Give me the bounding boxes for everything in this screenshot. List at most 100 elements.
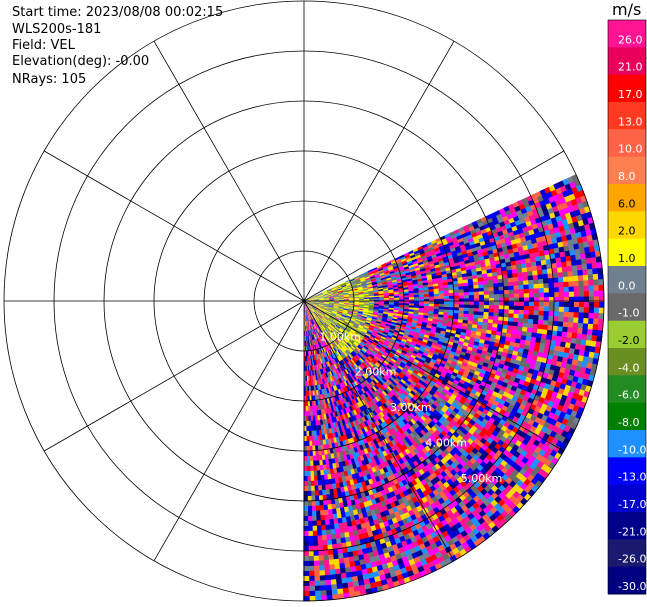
- gate-cell-473: [556, 220, 564, 228]
- gate-cell-850: [353, 291, 359, 294]
- gate-cell-478: [580, 213, 588, 221]
- gate-cell-304: [322, 292, 329, 295]
- gate-cell-1645: [428, 310, 434, 315]
- gate-cell-1491: [558, 306, 565, 313]
- gate-cell-678: [391, 279, 398, 283]
- gate-cell-1473: [468, 304, 475, 309]
- gate-cell-431: [356, 283, 362, 286]
- gate-cell-949: [546, 263, 553, 270]
- gate-cell-1506: [333, 302, 340, 304]
- gate-cell-773: [563, 245, 570, 253]
- gate-cell-963: [318, 298, 325, 300]
- gate-cell-1413: [468, 301, 475, 306]
- gate-cell-833: [564, 250, 571, 258]
- gate-cell-27: [426, 241, 433, 247]
- gate-cell-1582: [413, 307, 420, 311]
- gate-cell-1368: [543, 297, 550, 303]
- gate-cell-86: [422, 246, 429, 251]
- gate-cell-603: [318, 296, 324, 298]
- gate-cell-1558: [593, 313, 600, 320]
- gate-cell-1258: [593, 285, 600, 292]
- gate-cell-701: [503, 253, 510, 260]
- gate-cell-1061: [507, 277, 514, 283]
- gate-cell-494: [371, 279, 377, 283]
- gate-cell-584: [516, 242, 523, 249]
- gate-cell-793: [367, 287, 374, 291]
- gate-cell-67: [335, 284, 342, 288]
- gate-cell-1272: [363, 298, 370, 301]
- gate-cell-663: [318, 296, 324, 298]
- gate-cell-1454: [373, 302, 380, 305]
- gate-cell-1576: [383, 305, 390, 309]
- gate-cell-1045: [428, 286, 434, 290]
- gate-cell-762: [509, 256, 516, 263]
- gate-cell-257: [383, 269, 390, 273]
- gate-cell-1215: [378, 296, 385, 299]
- gate-cell-810: [451, 272, 458, 277]
- gate-cell-867: [437, 277, 443, 282]
- gate-cell-8: [340, 281, 346, 285]
- gate-cell-1474: [473, 304, 480, 309]
- gate-cell-1167: [438, 290, 445, 295]
- gate-cell-1292: [463, 295, 470, 299]
- gate-cell-596: [574, 226, 581, 234]
- gate-cell-1173: [468, 288, 475, 293]
- gate-cell-647: [531, 242, 539, 249]
- gate-cell-1426: [533, 301, 540, 307]
- gate-cell-1356: [483, 298, 490, 303]
- gate-cell-1174: [473, 288, 480, 293]
- gate-cell-1139: [597, 273, 604, 281]
- gate-cell-496: [380, 277, 387, 281]
- gate-cell-481: [308, 298, 314, 300]
- gate-cell-207: [429, 249, 436, 254]
- gate-cell-710: [547, 243, 554, 251]
- gate-cell-828: [539, 255, 546, 262]
- gate-cell-585: [521, 240, 528, 247]
- gate-cell-1480: [503, 305, 510, 311]
- gate-cell-944: [521, 267, 528, 273]
- gate-cell-1303: [518, 293, 525, 299]
- gate-cell-1421: [508, 301, 515, 307]
- gate-cell-1107: [438, 288, 444, 292]
- gate-cell-309: [346, 284, 352, 287]
- gate-cell-766: [529, 252, 536, 259]
- gate-cell-1211: [358, 297, 365, 300]
- gate-cell-716: [576, 237, 584, 245]
- gate-cell-22: [403, 252, 410, 257]
- gate-cell-1209: [348, 298, 355, 300]
- gate-cell-11: [353, 275, 360, 279]
- gate-cell-487: [337, 289, 343, 292]
- gate-cell-1129: [547, 277, 554, 284]
- gate-cell-1228: [443, 293, 450, 297]
- gate-cell-1489: [548, 306, 555, 313]
- gate-cell-1648: [443, 312, 449, 316]
- gate-cell-983: [418, 285, 424, 289]
- gate-cell-536: [572, 221, 580, 229]
- gate-cell-927: [437, 280, 444, 284]
- gate-cell-926: [432, 280, 439, 285]
- gate-cell-6: [331, 286, 337, 289]
- gate-cell-1184: [523, 284, 530, 290]
- gate-cell-1438: [593, 301, 600, 309]
- gate-cell-1285: [428, 296, 435, 300]
- gate-cell-1594: [473, 311, 479, 316]
- gate-cell-1530: [453, 307, 460, 311]
- gate-cell-325: [421, 257, 428, 262]
- gate-cell-897: [584, 252, 592, 260]
- gate-cell-1208: [343, 298, 350, 300]
- gate-cell-1658: [493, 316, 499, 321]
- gate-cell-1225: [428, 293, 435, 297]
- gate-cell-1229: [448, 292, 455, 297]
- gate-cell-811: [456, 271, 463, 276]
- gate-cell-790: [353, 290, 359, 293]
- gate-cell-249: [346, 283, 352, 287]
- gate-cell-1196: [583, 280, 589, 287]
- gate-cell-1271: [358, 298, 365, 301]
- gate-cell-313: [365, 277, 371, 281]
- gate-cell-197: [382, 267, 389, 272]
- gate-cell-1493: [568, 306, 575, 313]
- elevation-label: Elevation(deg): -0.00: [12, 54, 150, 69]
- gate-cell-484: [323, 293, 329, 296]
- gate-cell-1268: [343, 299, 350, 301]
- gate-cell-537: [577, 219, 585, 228]
